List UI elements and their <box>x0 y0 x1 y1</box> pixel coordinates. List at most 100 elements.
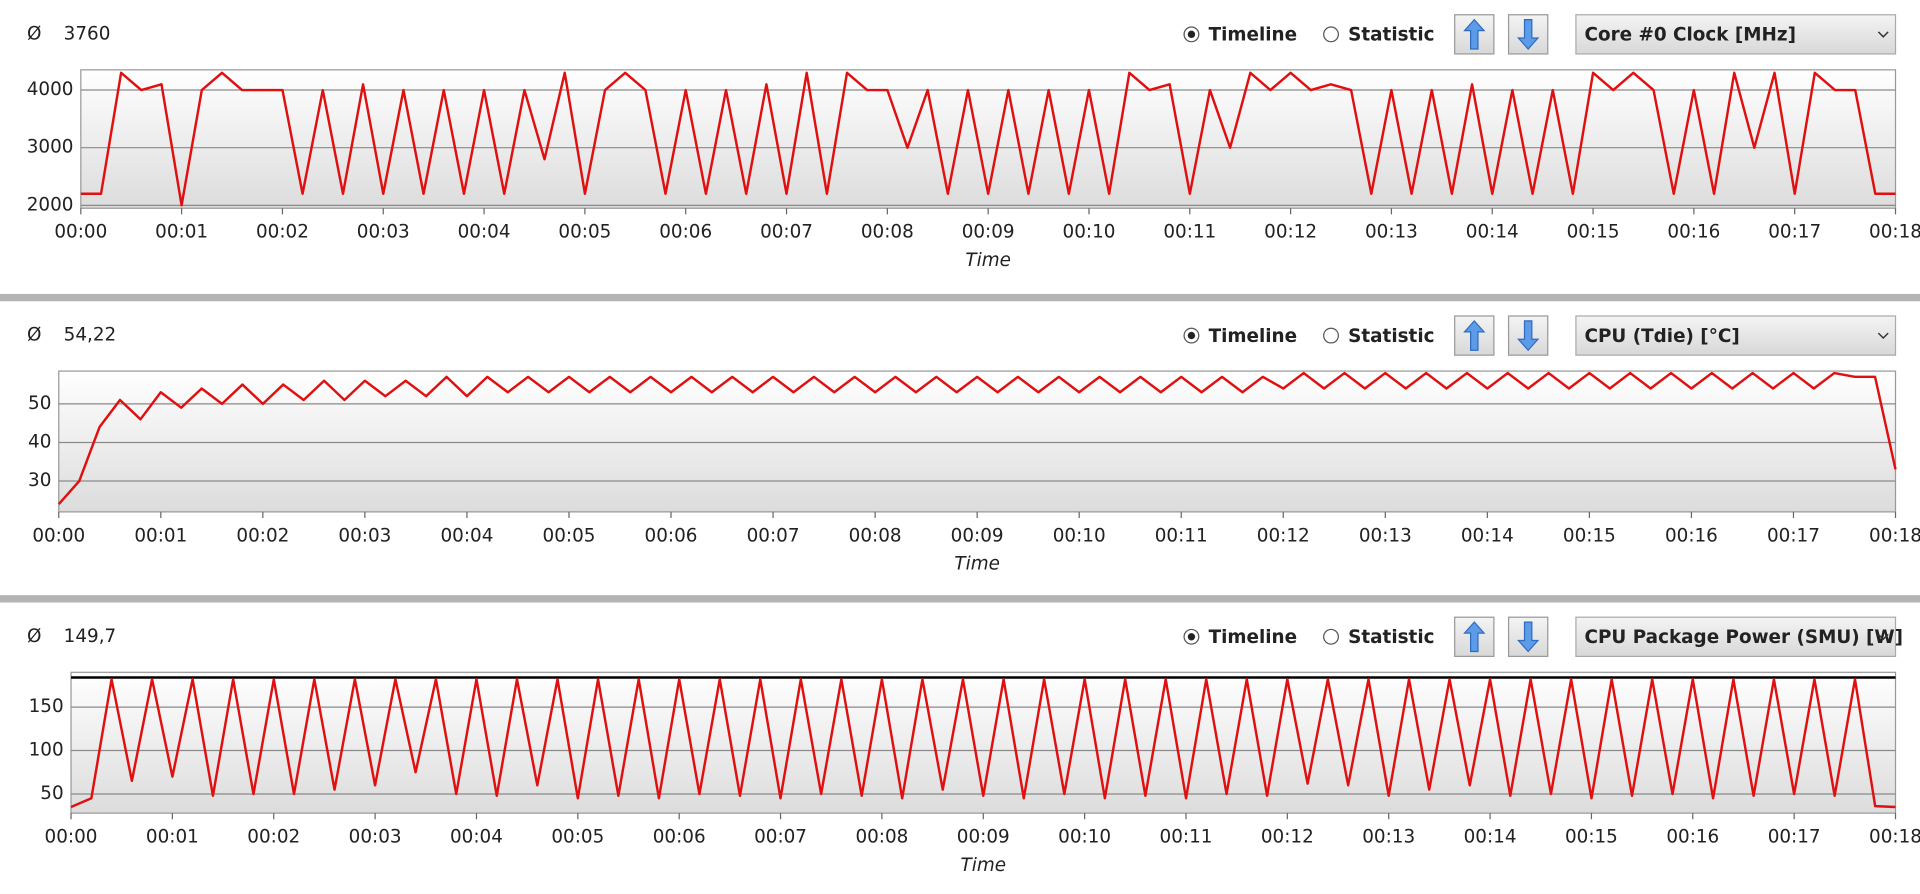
x-tick-label: 00:02 <box>236 525 289 546</box>
x-tick-label: 00:04 <box>458 222 511 243</box>
data-line <box>80 71 1896 207</box>
average-symbol: Ø <box>27 325 41 346</box>
y-tick-label: 100 <box>29 740 64 761</box>
radio-dot <box>1187 30 1196 39</box>
x-tick-label: 00:14 <box>1461 525 1514 546</box>
dropdown-chevron <box>1877 332 1889 340</box>
sensor-name: Core #0 Clock [MHz] <box>1584 25 1796 46</box>
x-tick-label: 00:17 <box>1768 222 1821 243</box>
dropdown-chevron <box>1877 31 1889 38</box>
radio-label[interactable]: Timeline <box>1209 25 1298 46</box>
x-tick-label: 00:18 <box>1869 525 1920 546</box>
x-tick-label: 00:06 <box>659 222 712 243</box>
sensor-dropdown[interactable] <box>1575 315 1897 356</box>
x-tick-label: 00:07 <box>754 827 807 848</box>
y-tick-label: 30 <box>28 470 51 491</box>
x-tick-label: 00:04 <box>450 827 503 848</box>
y-tick-label: 2000 <box>27 194 74 215</box>
sensor-dropdown[interactable] <box>1575 14 1897 55</box>
average-value: 3760 <box>64 23 111 44</box>
x-tick-label: 00:11 <box>1155 525 1208 546</box>
radio-button[interactable] <box>1323 628 1339 645</box>
x-tick-label: 00:09 <box>957 827 1010 848</box>
x-tick-label: 00:08 <box>861 222 914 243</box>
x-tick-label: 00:10 <box>1053 525 1106 546</box>
x-tick-label: 00:14 <box>1466 222 1519 243</box>
plot-area <box>80 69 1897 209</box>
arrow-icon <box>1517 621 1540 653</box>
x-tick-label: 00:06 <box>653 827 706 848</box>
x-tick-label: 00:08 <box>849 525 902 546</box>
average-symbol: Ø <box>27 626 41 647</box>
x-tick-label: 00:09 <box>962 222 1015 243</box>
x-tick-label: 00:18 <box>1869 222 1920 243</box>
y-tick-label: 50 <box>40 783 63 804</box>
x-tick-label: 00:03 <box>338 525 391 546</box>
x-tick-label: 00:13 <box>1362 827 1415 848</box>
x-tick-label: 00:07 <box>760 222 813 243</box>
radio-label[interactable]: Timeline <box>1209 326 1298 347</box>
x-tick-label: 00:17 <box>1768 827 1821 848</box>
average-symbol: Ø <box>27 23 41 44</box>
arrow-icon <box>1463 319 1486 351</box>
x-tick-label: 00:08 <box>855 827 908 848</box>
x-tick-label: 00:03 <box>357 222 410 243</box>
arrow-icon <box>1463 18 1486 50</box>
x-tick-label: 00:06 <box>645 525 698 546</box>
x-axis-label: Time <box>965 250 1011 271</box>
sensor-dropdown[interactable] <box>1575 616 1897 657</box>
x-tick-label: 00:12 <box>1261 827 1314 848</box>
x-tick-label: 00:03 <box>349 827 402 848</box>
x-tick-label: 00:00 <box>32 525 85 546</box>
x-tick-label: 00:00 <box>54 222 107 243</box>
radio-label[interactable]: Statistic <box>1348 326 1434 347</box>
arrow-icon <box>1517 320 1540 352</box>
x-tick-label: 00:13 <box>1359 525 1412 546</box>
x-tick-label: 00:15 <box>1565 827 1618 848</box>
average-value: 54,22 <box>64 325 117 346</box>
x-tick-label: 00:15 <box>1567 222 1620 243</box>
x-tick-label: 00:05 <box>551 827 604 848</box>
separator <box>0 595 1920 603</box>
x-tick-label: 00:12 <box>1264 222 1317 243</box>
y-tick-label: 4000 <box>27 79 74 100</box>
x-tick-label: 00:01 <box>146 827 199 848</box>
separator <box>0 293 1920 302</box>
x-tick-label: 00:12 <box>1257 525 1310 546</box>
x-axis-label: Time <box>961 855 1006 876</box>
arrow-icon <box>1463 621 1486 653</box>
x-tick-label: 00:00 <box>45 827 98 848</box>
radio-label[interactable]: Timeline <box>1209 627 1298 648</box>
radio-button[interactable] <box>1323 327 1339 344</box>
x-axis-label: Time <box>954 554 999 575</box>
x-tick-label: 00:11 <box>1163 222 1216 243</box>
x-tick-label: 00:13 <box>1365 222 1418 243</box>
x-tick-label: 00:10 <box>1063 222 1116 243</box>
sensor-name: CPU Package Power (SMU) [W] <box>1584 627 1903 648</box>
average-value: 149,7 <box>64 626 117 647</box>
y-tick-label: 40 <box>28 431 51 452</box>
x-tick-label: 00:02 <box>256 222 309 243</box>
x-tick-label: 00:04 <box>440 525 493 546</box>
radio-label[interactable]: Statistic <box>1348 627 1434 648</box>
data-line <box>70 678 1896 809</box>
x-tick-label: 00:14 <box>1464 827 1517 848</box>
y-tick-label: 150 <box>29 696 64 717</box>
radio-button[interactable] <box>1323 26 1339 43</box>
x-tick-label: 00:05 <box>543 525 596 546</box>
data-line <box>57 371 1897 505</box>
x-tick-label: 00:16 <box>1667 222 1720 243</box>
radio-dot <box>1187 331 1196 340</box>
radio-label[interactable]: Statistic <box>1348 25 1434 46</box>
radio-dot <box>1187 633 1196 641</box>
y-tick-label: 3000 <box>27 137 74 158</box>
sensor-name: CPU (Tdie) [°C] <box>1584 326 1739 347</box>
x-tick-label: 00:17 <box>1767 525 1820 546</box>
x-tick-label: 00:01 <box>134 525 187 546</box>
x-tick-label: 00:16 <box>1666 827 1719 848</box>
x-tick-label: 00:18 <box>1869 827 1920 848</box>
dropdown-chevron <box>1877 633 1889 641</box>
arrow-icon <box>1517 19 1540 50</box>
